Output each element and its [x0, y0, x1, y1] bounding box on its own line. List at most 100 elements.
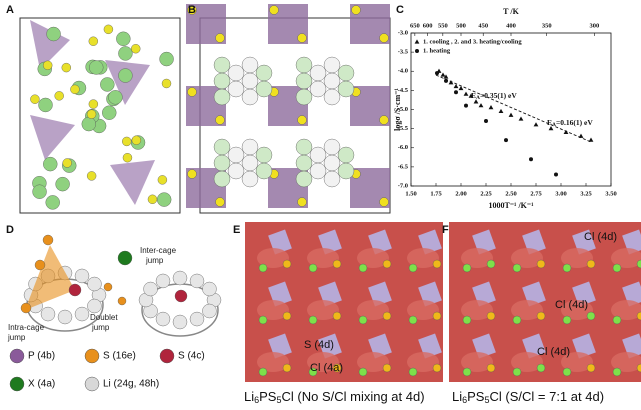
atom: [117, 250, 133, 266]
atom: [636, 363, 641, 373]
atom: [323, 154, 341, 172]
tetrahedron: [105, 60, 150, 105]
atom: [258, 367, 268, 377]
panel-label: C: [396, 4, 404, 16]
atom: [172, 270, 188, 286]
annotation-part: A: [476, 95, 480, 101]
atom: [86, 171, 97, 181]
legend-swatch: [414, 39, 420, 44]
annotation-part: =0.16(1) eV: [556, 118, 593, 127]
tetrahedron: [30, 115, 75, 160]
caption: Li6PS5Cl (S/Cl = 7:1 at 4d): [452, 389, 604, 405]
atom: [258, 315, 268, 325]
caption-part: 6: [254, 395, 259, 405]
annotation: EA=0.35(1) eV: [471, 91, 517, 102]
point: [448, 80, 454, 85]
density-blob: [357, 248, 389, 268]
density-blob: [307, 352, 339, 372]
atom: [86, 109, 97, 119]
legend-label: 1. cooling , 2. and 3. heating/cooling: [423, 38, 522, 45]
chart: 1.50 1.75 2.00 2.25 2.50 2.75 3.00 3.25 3.50 -3.0…: [393, 7, 617, 210]
atom: [612, 367, 622, 377]
caption-part: Li: [244, 389, 254, 404]
atom: [295, 154, 313, 172]
x-tick-label: 2.25: [480, 190, 492, 197]
point: [468, 93, 474, 98]
atom: [187, 169, 197, 179]
caption-part: PS: [259, 389, 277, 404]
atom: [323, 72, 341, 90]
legend-swatch: [9, 348, 25, 364]
unit-cell: [19, 17, 181, 214]
y-tick-label: -4.0: [398, 68, 408, 75]
atom: [215, 33, 225, 43]
atom: [562, 367, 572, 377]
atom: [432, 259, 442, 269]
atom: [337, 80, 355, 98]
atom: [323, 56, 341, 74]
atom: [241, 138, 259, 156]
density-blob: [357, 300, 389, 320]
atom: [88, 99, 99, 109]
atom: [255, 162, 273, 180]
y-tick-label: -7.0: [398, 182, 408, 189]
atom: [55, 176, 70, 192]
legend-swatch: [9, 376, 25, 392]
atom: [241, 72, 259, 90]
atom: [155, 273, 171, 289]
atom: [81, 116, 96, 132]
density-blob: [561, 248, 593, 268]
atom: [297, 197, 307, 207]
annotation: Doublet: [90, 313, 118, 322]
atom: [38, 97, 53, 113]
atom: [512, 367, 522, 377]
legend-label: P (4b): [28, 351, 55, 362]
point: [458, 85, 464, 91]
atom: [282, 259, 292, 269]
atom: [45, 195, 60, 210]
panel-label: E: [233, 224, 240, 236]
point: [478, 103, 484, 108]
atom: [202, 281, 217, 297]
atom: [213, 56, 231, 74]
point: [533, 122, 539, 127]
atom: [636, 259, 641, 269]
caption-part: 5: [484, 395, 489, 405]
atom: [32, 184, 47, 199]
atom: [408, 263, 418, 273]
density-blob: [307, 300, 339, 320]
atom: [70, 84, 80, 95]
annotation-part: A: [552, 122, 556, 128]
atom: [100, 77, 115, 92]
atom: [189, 311, 205, 327]
atom: [227, 80, 245, 98]
atom: [255, 64, 273, 82]
atom: [295, 72, 313, 90]
x-tick-label: 1.75: [430, 190, 442, 197]
atom: [213, 72, 231, 90]
legend-label: Li (24g, 48h): [103, 379, 159, 390]
atom: [382, 311, 392, 321]
legend-swatch: [84, 348, 100, 364]
density-blob: [611, 248, 641, 268]
atom: [213, 88, 231, 106]
annotation-part: E: [547, 118, 552, 127]
atom: [337, 64, 355, 82]
x-tick-label: 2.00: [455, 190, 466, 197]
legend-label: S (4c): [178, 351, 205, 362]
legend-label: S (16e): [103, 351, 136, 362]
annotation: jump: [7, 333, 26, 342]
tetrahedron: [110, 160, 155, 205]
point: [518, 116, 524, 121]
density-blob: [257, 300, 289, 320]
atom: [308, 263, 318, 273]
atom: [116, 31, 131, 46]
point: [463, 91, 469, 96]
atom: [213, 154, 231, 172]
atom: [241, 154, 259, 172]
site-label: Cl (4d): [584, 231, 617, 243]
y-axis-label: logσ /S·cm⁻¹: [393, 88, 402, 131]
atom: [155, 311, 171, 327]
atom: [213, 138, 231, 156]
